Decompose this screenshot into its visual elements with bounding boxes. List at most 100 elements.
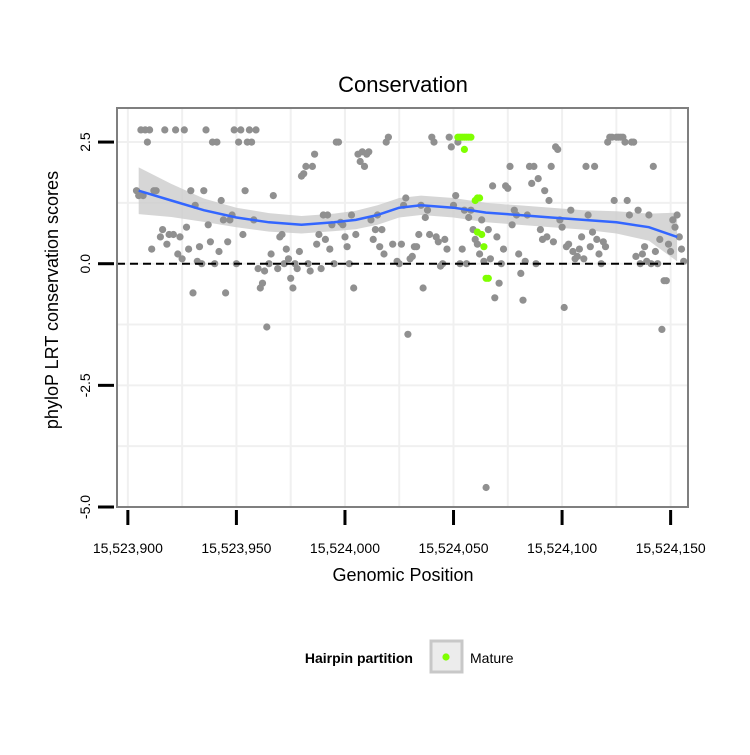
data-point-other	[623, 196, 631, 205]
data-point-other	[486, 255, 494, 263]
data-point-other	[536, 226, 545, 234]
x-tick-label: 15,524,150	[636, 540, 706, 556]
data-point-other	[595, 250, 603, 258]
data-point-other	[204, 221, 212, 229]
data-point-other	[547, 162, 555, 170]
data-point-other	[601, 243, 610, 251]
data-point-other	[376, 243, 384, 251]
y-tick-label: 2.5	[77, 132, 93, 152]
confidence-band	[138, 167, 678, 262]
data-point-other	[278, 230, 286, 239]
data-point-other	[493, 233, 501, 241]
data-point-other	[641, 243, 649, 251]
data-point-other	[447, 143, 455, 151]
data-point-other	[202, 126, 210, 134]
y-tick-label: -5.0	[77, 495, 93, 519]
data-point-other	[560, 303, 568, 312]
data-point-other	[395, 260, 403, 268]
data-point-other	[280, 260, 288, 268]
data-point-other	[434, 238, 442, 246]
data-point-mature	[480, 243, 488, 251]
smooth-line-group	[138, 189, 678, 239]
data-point-other	[649, 162, 657, 170]
data-point-other	[182, 223, 191, 231]
data-point-other	[638, 250, 647, 258]
data-point-other	[308, 162, 316, 170]
data-point-other	[645, 211, 653, 219]
data-point-other	[252, 126, 260, 134]
data-point-mature	[460, 145, 468, 153]
legend: Hairpin partition Mature	[305, 639, 514, 674]
data-point-other	[352, 230, 360, 239]
data-point-other	[530, 162, 538, 170]
data-point-other	[219, 216, 227, 224]
data-point-other	[569, 247, 577, 256]
data-point-other	[426, 230, 434, 239]
x-axis-label: Genomic Position	[332, 565, 473, 585]
data-point-other	[159, 226, 167, 234]
data-point-other	[662, 277, 670, 285]
data-point-other	[241, 187, 249, 195]
data-point-other	[248, 138, 256, 146]
data-point-other	[462, 260, 471, 268]
data-point-other	[293, 265, 301, 273]
data-point-other	[237, 126, 245, 134]
chart-title: Conservation	[338, 72, 468, 97]
data-point-other	[651, 247, 660, 256]
x-tick-label: 15,523,950	[201, 540, 271, 556]
smooth-trend-line	[138, 189, 678, 239]
data-point-other	[634, 206, 642, 214]
data-point-other	[404, 330, 412, 338]
data-point-other	[671, 223, 679, 231]
data-point-other	[593, 235, 601, 243]
data-point-other	[143, 138, 151, 146]
data-point-other	[573, 252, 581, 260]
data-point-other	[567, 206, 575, 214]
data-point-other	[180, 126, 188, 134]
data-point-other	[423, 206, 432, 214]
data-point-other	[360, 162, 369, 170]
x-tick-label: 15,524,050	[418, 540, 488, 556]
data-point-other	[176, 233, 184, 241]
data-point-other	[508, 221, 516, 229]
data-point-other	[504, 184, 512, 192]
data-point-other	[317, 265, 325, 273]
data-point-other	[369, 235, 377, 243]
data-point-other	[499, 245, 508, 253]
data-point-other	[265, 260, 273, 268]
data-point-other	[326, 245, 334, 253]
data-point-other	[630, 138, 638, 146]
legend-title: Hairpin partition	[305, 650, 413, 666]
data-point-other	[667, 247, 675, 256]
data-point-other	[458, 245, 466, 253]
axes: 15,523,900 15,523,950 15,524,000 15,524,050…	[77, 132, 706, 556]
data-point-other	[356, 157, 364, 166]
data-point-other	[330, 260, 338, 268]
data-point-other	[282, 245, 290, 253]
data-point-other	[528, 179, 536, 187]
data-point-other	[258, 279, 267, 287]
data-point-other	[430, 138, 438, 146]
data-point-other	[222, 289, 230, 297]
data-point-other	[302, 162, 310, 170]
data-point-other	[235, 138, 243, 146]
data-point-other	[345, 260, 353, 268]
data-point-other	[632, 252, 640, 260]
data-point-other	[519, 296, 527, 304]
data-point-other	[658, 325, 666, 333]
data-point-other	[534, 175, 542, 183]
data-point-other	[584, 211, 592, 219]
data-point-other	[274, 265, 282, 273]
data-point-other	[313, 240, 321, 248]
data-point-other	[206, 238, 214, 246]
data-point-other	[267, 250, 275, 258]
data-point-other	[213, 138, 221, 146]
data-point-other	[261, 267, 269, 275]
data-point-other	[195, 243, 204, 251]
data-point-other	[389, 240, 397, 248]
data-point-other	[408, 252, 416, 260]
data-point-other	[543, 233, 551, 241]
data-point-other	[347, 211, 356, 219]
